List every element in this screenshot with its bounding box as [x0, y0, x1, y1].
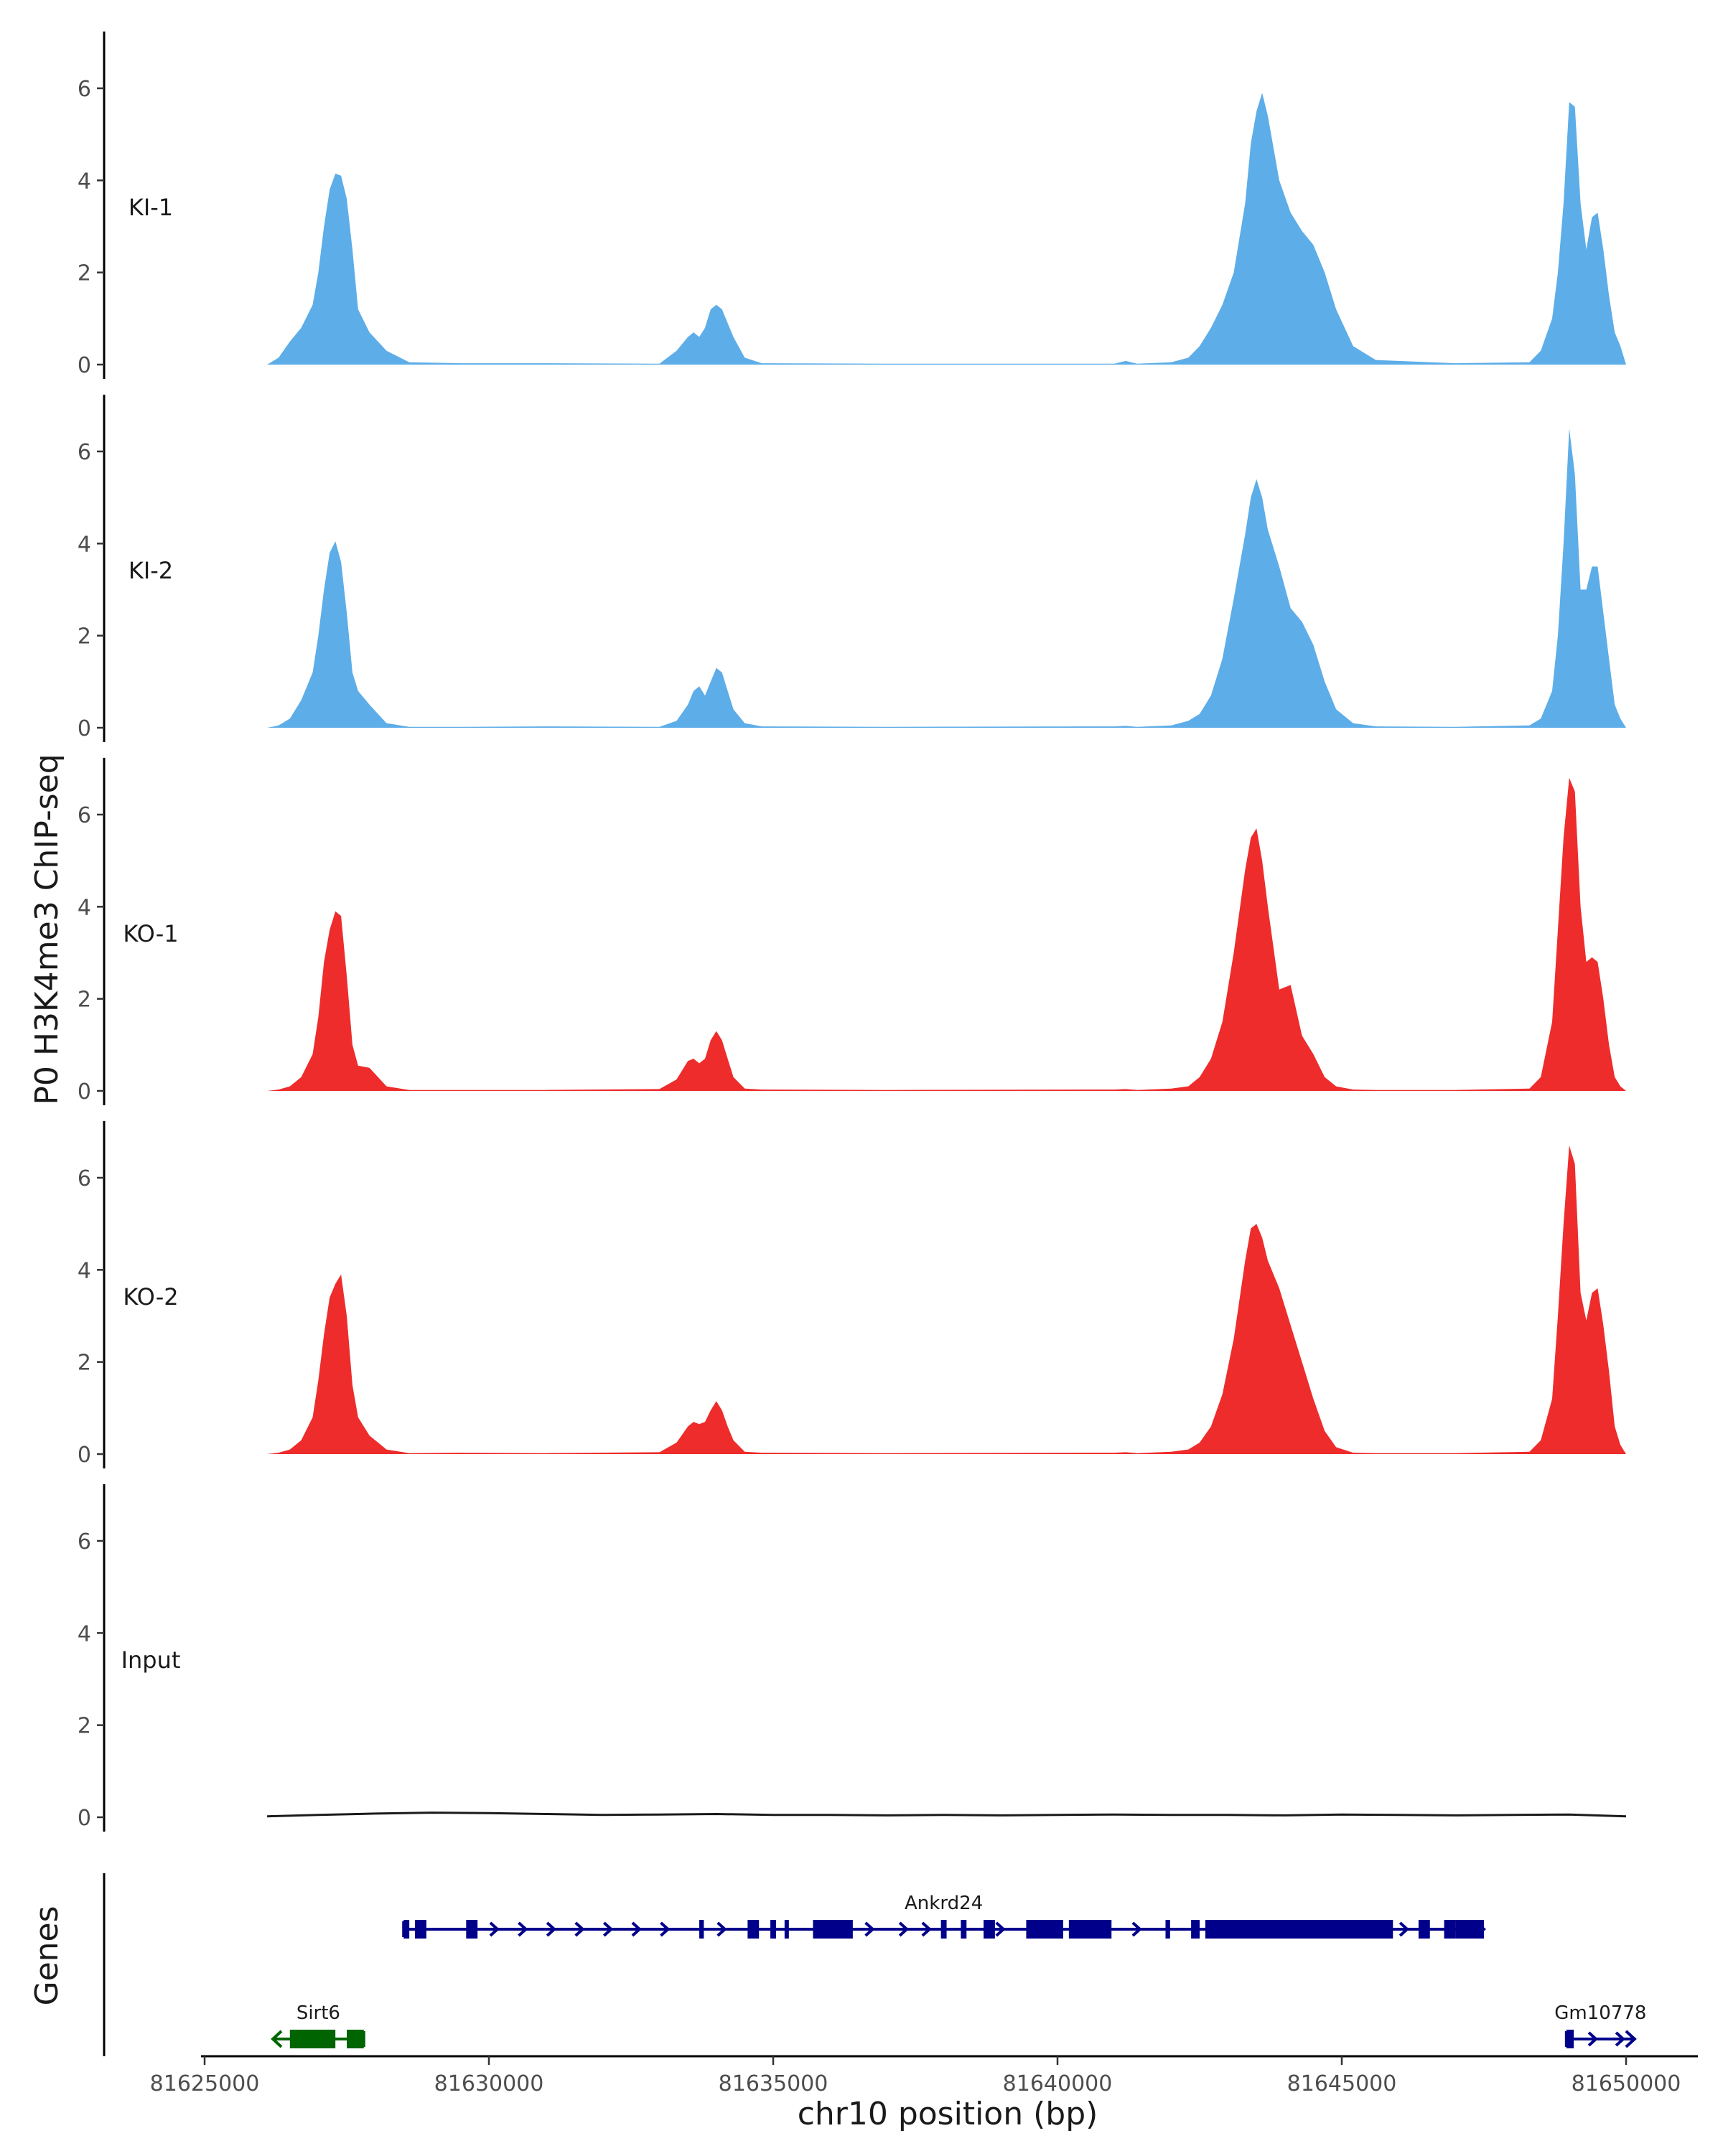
- strand-arrow: [898, 1921, 910, 1937]
- gene-exon: [1026, 1920, 1063, 1939]
- strand-arrow: [546, 1921, 557, 1937]
- track-ko-1: 0 2 4 6 KO-1: [78, 757, 1627, 1105]
- x-tick-label: 81645000: [1287, 2071, 1397, 2096]
- track-label: Input: [121, 1646, 181, 1674]
- y-tick-label: 2: [78, 624, 91, 650]
- strand-arrow: [864, 1921, 875, 1937]
- gene-sirt6: Sirt6: [271, 2002, 365, 2048]
- y-tick-label: 2: [78, 1351, 91, 1376]
- gene-exon: [403, 1920, 410, 1939]
- gene-exon: [747, 1920, 760, 1939]
- track-ko-2: 0 2 4 6 KO-2: [78, 1120, 1627, 1468]
- tracks-layer: 0 2 4 6 KI-1 0 2 4 6 KI-2 0 2 4 6 KO-1 0 2 4 6 KO-2 0 2 4 6 Inpu…: [78, 31, 1627, 1832]
- strand-arrow: [716, 1921, 727, 1937]
- gene-end-arrow: [271, 2030, 283, 2048]
- genes-panel-title: Genes: [29, 1906, 65, 2005]
- signal-area: [267, 93, 1627, 365]
- gene-exon: [1566, 2030, 1574, 2048]
- x-axis-title: chr10 position (bp): [798, 2096, 1098, 2132]
- y-tick-label: 4: [78, 1258, 91, 1283]
- strand-arrow: [1131, 1921, 1142, 1937]
- gene-exon: [1444, 1920, 1456, 1939]
- x-tick-label: 81635000: [719, 2071, 828, 2096]
- gene-label: Gm10778: [1554, 2002, 1646, 2024]
- gene-end-arrow: [1474, 1920, 1486, 1939]
- gene-exon: [1191, 1920, 1200, 1939]
- signal-line: [267, 1811, 1627, 1818]
- strand-arrow: [660, 1921, 671, 1937]
- y-tick-label: 4: [78, 1621, 91, 1646]
- gene-exon: [813, 1920, 853, 1939]
- gene-exon: [1165, 1920, 1170, 1939]
- y-tick-label: 6: [78, 803, 91, 828]
- y-tick-label: 4: [78, 532, 91, 557]
- y-tick-label: 6: [78, 1529, 91, 1555]
- gene-exon: [1068, 1920, 1112, 1939]
- gene-exon: [940, 1920, 947, 1939]
- strand-arrow: [631, 1921, 642, 1937]
- track-label: KO-2: [123, 1283, 178, 1311]
- strand-arrow: [489, 1921, 500, 1937]
- gene-gm10778: Gm10778: [1554, 2002, 1646, 2048]
- strand-arrow: [1615, 2031, 1626, 2047]
- gene-exon: [961, 1920, 967, 1939]
- y-tick-label: 0: [78, 716, 91, 741]
- strand-arrow: [1399, 1921, 1410, 1937]
- strand-arrow: [602, 1921, 614, 1937]
- gene-exon: [699, 1920, 704, 1939]
- gene-exon: [784, 1920, 789, 1939]
- strand-arrow: [518, 1921, 528, 1937]
- y-tick-label: 0: [78, 1806, 91, 1831]
- y-tick-label: 6: [78, 440, 91, 465]
- gene-label: Ankrd24: [905, 1893, 983, 1914]
- gene-exon: [770, 1920, 776, 1939]
- strand-arrow: [1587, 2031, 1599, 2047]
- y-tick-label: 6: [78, 77, 91, 102]
- y-tick-label: 4: [78, 169, 91, 194]
- strand-arrow: [574, 1921, 585, 1937]
- track-input: 0 2 4 6 Input: [78, 1484, 1627, 1832]
- x-tick-label: 81650000: [1572, 2071, 1681, 2096]
- y-tick-label: 6: [78, 1166, 91, 1191]
- gene-exon: [415, 1920, 426, 1939]
- x-tick-label: 81630000: [434, 2071, 544, 2096]
- track-ki-1: 0 2 4 6 KI-1: [78, 31, 1627, 379]
- y-tick-label: 2: [78, 988, 91, 1013]
- gene-ankrd24: Ankrd24: [402, 1893, 1486, 1939]
- strand-arrow: [921, 1921, 932, 1937]
- signal-area: [267, 1145, 1627, 1454]
- x-tick-label: 81640000: [1003, 2071, 1113, 2096]
- x-tick-label: 81625000: [150, 2071, 260, 2096]
- track-label: KO-1: [123, 920, 178, 947]
- track-ki-2: 0 2 4 6 KI-2: [78, 394, 1627, 742]
- gene-exon: [466, 1920, 478, 1939]
- gene-exon: [289, 2030, 336, 2048]
- x-axis: 81625000 81630000 81635000 81640000 81645000…: [150, 2055, 1698, 2096]
- y-tick-label: 0: [78, 1079, 91, 1105]
- track-label: KI-1: [129, 194, 173, 221]
- gene-exon: [1205, 1920, 1393, 1939]
- gene-exon: [1455, 1920, 1484, 1939]
- track-label: KI-2: [129, 557, 173, 584]
- y-tick-label: 2: [78, 1714, 91, 1739]
- y-tick-label: 0: [78, 353, 91, 378]
- gene-label: Sirt6: [296, 2002, 340, 2024]
- y-tick-label: 2: [78, 261, 91, 286]
- y-axis-title: P0 H3K4me3 ChIP-seq: [29, 754, 65, 1105]
- signal-area: [267, 777, 1627, 1091]
- genes-layer: Ankrd24 Sirt6 Gm10778: [103, 1873, 1646, 2056]
- y-tick-label: 0: [78, 1443, 91, 1468]
- strand-arrow: [995, 1921, 1006, 1937]
- gene-end-arrow: [1625, 2030, 1637, 2048]
- gene-exon: [984, 1920, 995, 1939]
- y-tick-label: 4: [78, 895, 91, 920]
- gene-exon: [347, 2030, 364, 2048]
- signal-area: [267, 428, 1627, 728]
- gene-exon: [1418, 1920, 1430, 1939]
